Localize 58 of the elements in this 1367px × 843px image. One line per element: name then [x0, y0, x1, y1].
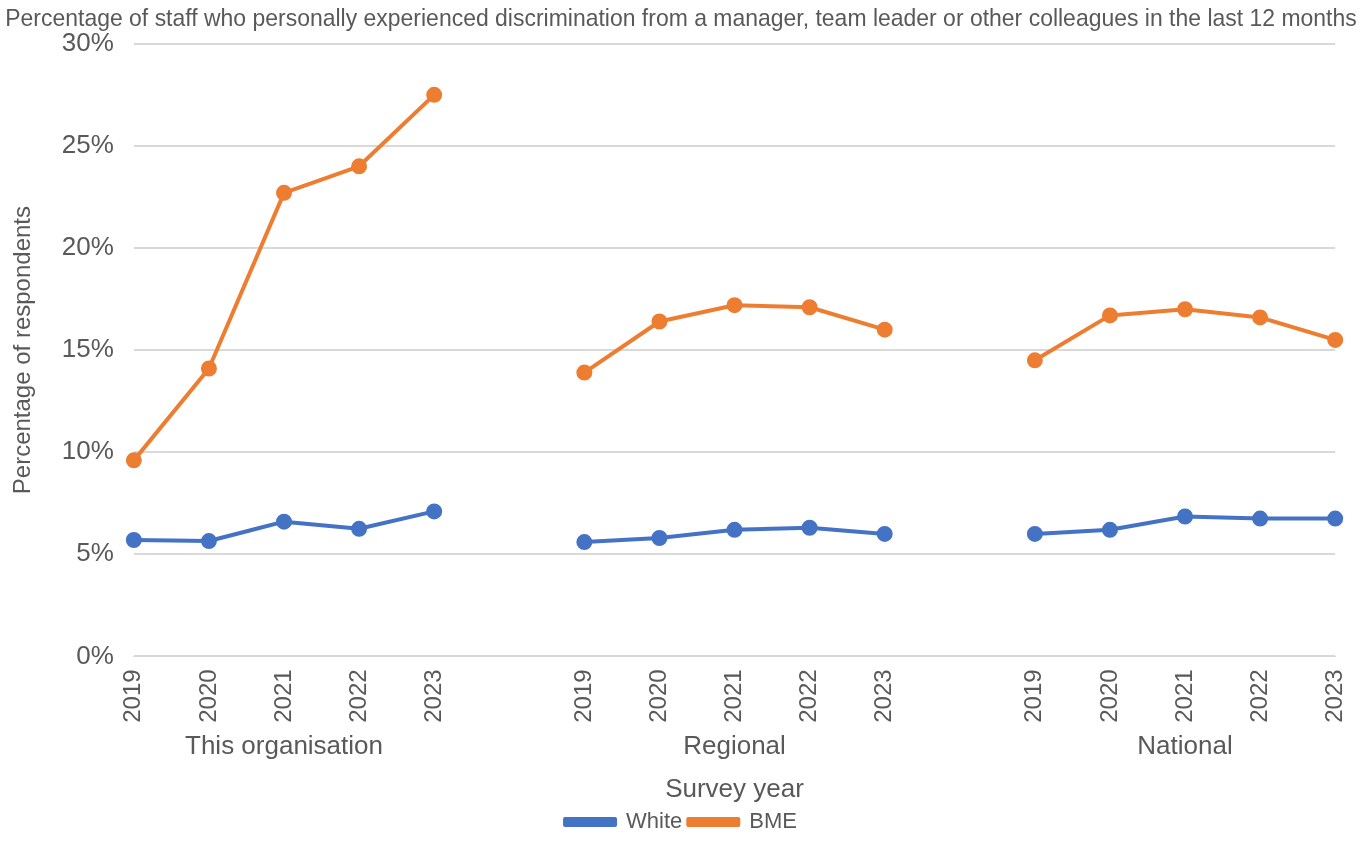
point — [351, 158, 368, 175]
legend-label: BME — [749, 808, 797, 834]
point — [801, 299, 818, 316]
y-tick-label: 0% — [76, 639, 114, 670]
point — [200, 360, 217, 377]
point — [1101, 307, 1118, 324]
point — [125, 532, 142, 549]
x-tick-label: 2022 — [794, 669, 822, 723]
point — [426, 86, 443, 103]
text: Regional — [683, 730, 786, 761]
x-tick-label: 2023 — [1319, 669, 1347, 723]
point — [276, 513, 293, 530]
point — [876, 525, 893, 542]
x-tick-label: 2019 — [1019, 669, 1047, 723]
text: National — [1137, 730, 1233, 761]
x-axis-title: Survey year — [665, 772, 805, 803]
point — [125, 452, 142, 469]
point — [576, 534, 593, 551]
x-tick-label: 2022 — [343, 669, 371, 723]
point — [1026, 352, 1043, 369]
y-tick-label: 20% — [61, 231, 114, 262]
text: This organisation — [185, 730, 384, 761]
point — [651, 529, 668, 546]
x-tick-label: 2023 — [869, 669, 897, 723]
y-tick-label: 5% — [76, 537, 114, 568]
point — [1252, 309, 1269, 326]
x-tick-label: 2020 — [1094, 669, 1122, 723]
point — [1177, 508, 1194, 525]
point — [801, 519, 818, 536]
y-axis-title: Percentage of respondents — [8, 206, 36, 495]
point — [1101, 521, 1118, 538]
point — [276, 184, 293, 201]
x-tick-label: 2021 — [719, 669, 747, 723]
x-tick-label: 2022 — [1244, 669, 1272, 723]
point — [576, 364, 593, 381]
point — [1026, 525, 1043, 542]
x-tick-label: 2020 — [644, 669, 672, 723]
point — [651, 313, 668, 330]
point — [876, 321, 893, 338]
point — [1327, 331, 1344, 348]
y-tick-label: 25% — [61, 129, 114, 160]
point — [1177, 301, 1194, 318]
y-tick-label: 15% — [61, 333, 114, 364]
y-tick-label: 10% — [61, 435, 114, 466]
point — [351, 520, 368, 537]
point — [726, 521, 743, 538]
point — [1252, 510, 1269, 527]
legend-label: White — [626, 808, 683, 834]
x-tick-label: 2023 — [418, 669, 446, 723]
point — [726, 297, 743, 314]
point — [426, 503, 443, 520]
x-tick-label: 2019 — [118, 669, 146, 723]
x-tick-label: 2021 — [268, 669, 296, 723]
point — [200, 533, 217, 550]
point — [1327, 510, 1344, 527]
x-tick-label: 2020 — [193, 669, 221, 723]
x-tick-label: 2019 — [568, 669, 596, 723]
x-tick-label: 2021 — [1169, 669, 1197, 723]
